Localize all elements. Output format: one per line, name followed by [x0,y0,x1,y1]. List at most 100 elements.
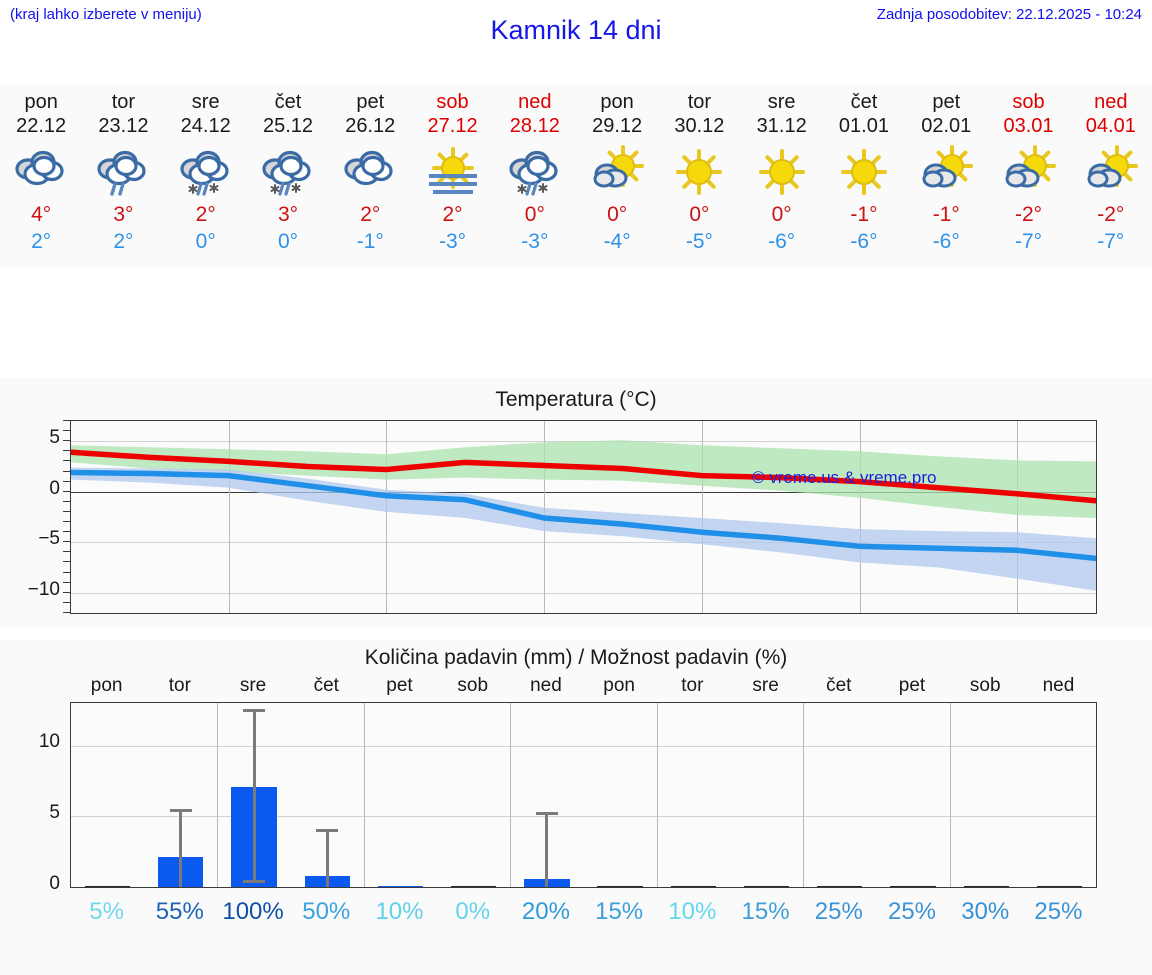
day-date: 29.12 [592,115,643,137]
max-temp-line [71,449,1096,504]
day-min-temp: -5° [685,230,713,253]
precipitation-day-label: sre [239,675,267,696]
day-name: sre [191,91,220,113]
day-separator [1017,421,1019,613]
day-name: čet [850,91,878,113]
day-column[interactable]: pet 02.01 -1° -6° [905,84,987,268]
axis-tick-mark [63,500,70,502]
gridline [71,745,1096,747]
precipitation-probability-row: 5% 55% 100% 50% 10% 0% 20% 15% 10% 15% 25% 25% 30% 25… [70,898,1095,932]
day-min-temp: -3° [439,230,467,253]
gridline [71,816,1096,818]
precipitation-probability: 15% [595,898,644,925]
day-date: 22.12 [16,115,67,137]
day-date: 26.12 [345,115,396,137]
day-min-temp: 2° [113,230,134,253]
day-column[interactable]: čet 01.01 -1° -6° [823,84,905,268]
precipitation-probability: 20% [521,898,570,925]
cloudy-icon [340,144,400,198]
day-name: tor [687,91,712,113]
day-column[interactable]: sob 27.12 2° -3° [411,84,493,268]
precipitation-bar[interactable] [377,885,424,887]
precipitation-bar[interactable] [743,885,790,887]
day-column[interactable]: ned 04.01 -2° -7° [1070,84,1152,268]
day-separator [949,703,951,887]
day-column[interactable]: tor 23.12 3° 2° [82,84,164,268]
day-separator [217,703,219,887]
day-date: 28.12 [509,115,560,137]
precipitation-bar[interactable] [84,885,131,887]
last-updated: Zadnja posodobitev: 22.12.2025 - 10:24 [876,6,1142,23]
day-name: pon [600,91,634,113]
gridline [71,491,1096,493]
precipitation-bar[interactable] [597,885,643,887]
precipitation-day-label: pet [898,675,926,696]
day-column[interactable]: pet 26.12 2° -1° [329,84,411,268]
precipitation-y-tick-label: 10 [38,731,60,753]
day-max-temp: 2° [195,203,216,226]
precipitation-bar[interactable] [817,885,863,887]
precipitation-day-label: tor [681,675,704,696]
location-menu-hint[interactable]: (kraj lahko izberete v meniju) [10,6,202,23]
min-temp-line [71,469,1096,562]
day-column[interactable]: sob 03.01 -2° -7° [987,84,1069,268]
page-header: (kraj lahko izberete v meniju) Kamnik 14… [0,0,1152,62]
sunny-icon [669,144,729,198]
day-name: sob [1012,91,1045,113]
axis-tick-mark [63,531,70,533]
day-max-temp: -2° [1097,203,1125,226]
precipitation-probability: 0% [455,898,491,925]
precipitation-probability: 15% [741,898,790,925]
axis-tick-mark [63,420,70,421]
precipitation-bar[interactable] [670,885,716,887]
precipitation-day-label: pon [90,675,123,696]
day-date: 03.01 [1003,115,1054,137]
day-name: pet [356,91,385,113]
day-column[interactable]: tor 30.12 0° -5° [658,84,740,268]
page-title: Kamnik 14 dni [490,15,662,45]
precipitation-bar[interactable] [451,885,497,887]
precipitation-day-label: sob [457,675,489,696]
day-min-temp: 2° [31,230,52,253]
day-name: ned [518,91,552,113]
temperature-chart-title: Temperatura (°C) [495,388,657,411]
day-name: tor [111,91,136,113]
temperature-y-tick-label: 0 [49,477,60,499]
day-column[interactable]: sre 31.12 0° -6° [741,84,823,268]
precipitation-bar[interactable] [890,885,936,887]
precipitation-probability: 10% [375,898,424,925]
day-max-temp: -1° [932,203,960,226]
error-bar-cap [243,708,265,712]
day-max-temp: 3° [113,203,134,226]
precipitation-probability: 25% [887,898,937,925]
precipitation-bar[interactable] [1036,885,1083,887]
day-column[interactable]: čet 25.12 3° 0° [247,84,329,268]
day-separator [803,703,805,887]
axis-tick-mark [63,581,70,583]
day-max-temp: 2° [360,203,381,226]
day-max-temp: 0° [771,203,792,226]
day-date: 01.01 [838,115,889,137]
precipitation-day-label: pet [386,675,413,696]
axis-tick-mark [63,601,70,603]
precipitation-probability: 55% [155,898,204,925]
error-bar-line [179,809,183,887]
precipitation-probability: 100% [222,898,284,925]
day-column[interactable]: pon 29.12 0° -4° [576,84,658,268]
day-date: 25.12 [262,115,314,137]
error-bar-cap [169,809,192,813]
axis-tick-mark [63,521,70,523]
day-column[interactable]: sre 24.12 2° 0° [165,84,247,268]
day-date: 23.12 [98,115,149,137]
day-max-temp: 4° [31,203,52,226]
partly-sunny-icon [999,144,1059,198]
partly-sunny-icon [916,144,976,198]
day-column[interactable]: ned 28.12 0° -3° [494,84,576,268]
day-column[interactable]: pon 22.12 4° 2° [0,84,82,268]
precipitation-bar[interactable] [963,885,1009,887]
axis-tick-mark [63,591,70,593]
error-bar-line [325,829,329,887]
day-date: 24.12 [180,115,231,137]
day-max-temp: 0° [524,203,545,226]
